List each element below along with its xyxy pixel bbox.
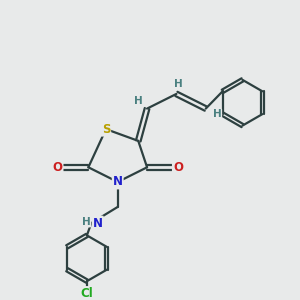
Text: N: N bbox=[93, 217, 103, 230]
Text: H: H bbox=[173, 79, 182, 88]
Text: H: H bbox=[212, 110, 221, 119]
Text: H: H bbox=[134, 96, 142, 106]
Text: O: O bbox=[52, 161, 62, 174]
Text: H: H bbox=[82, 217, 90, 226]
Text: O: O bbox=[173, 161, 183, 174]
Text: N: N bbox=[113, 176, 123, 188]
Text: S: S bbox=[102, 123, 110, 136]
Text: Cl: Cl bbox=[80, 287, 93, 300]
